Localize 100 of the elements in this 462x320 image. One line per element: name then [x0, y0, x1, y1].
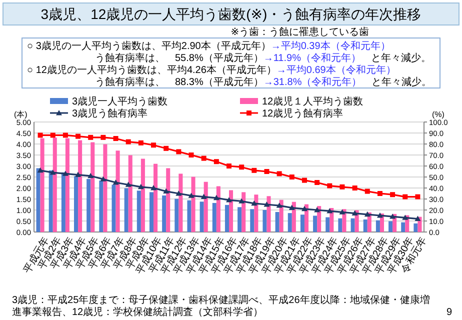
point	[390, 192, 396, 198]
bar	[224, 204, 229, 232]
bar	[61, 172, 66, 232]
bar	[140, 158, 145, 232]
bar	[266, 196, 271, 232]
text: 3歳児：平成25年度まで：母子保健課・歯科保健課調べ、平成26年度以降：地域保健・健康増進事業報告、12歳児：学校保健統計調査（文部科学省）	[12, 294, 430, 318]
bar	[162, 195, 166, 232]
point	[37, 167, 44, 173]
point	[226, 164, 232, 168]
bar	[187, 200, 192, 232]
bar	[166, 168, 170, 232]
point	[252, 168, 257, 173]
bar	[313, 216, 318, 232]
point	[301, 206, 308, 212]
point	[188, 192, 194, 198]
bar	[40, 138, 44, 232]
text: う蝕有病率は、 55.8%（平成元年）→11.9%（令和元年） と年々減少。	[95, 52, 431, 64]
bar	[238, 207, 242, 232]
bar	[216, 186, 220, 232]
point	[113, 136, 118, 141]
bar	[136, 190, 141, 232]
bar	[90, 142, 95, 232]
point	[112, 180, 119, 185]
bar	[65, 138, 70, 232]
bar	[388, 221, 393, 232]
point	[340, 184, 345, 190]
bar	[178, 174, 183, 232]
bar	[275, 212, 280, 232]
point	[289, 174, 294, 180]
point	[402, 194, 408, 200]
bar	[262, 210, 267, 232]
bar	[99, 180, 104, 232]
text: ○ 12歳児の一人平均う歯数は、平均4.26本（平成元年）→平均0.69本（令和元年）	[27, 64, 396, 76]
bar	[149, 192, 154, 232]
point	[377, 191, 382, 196]
point	[276, 171, 282, 176]
point	[88, 134, 94, 140]
bar	[52, 138, 57, 232]
point	[364, 188, 370, 194]
point	[302, 178, 307, 183]
bar	[350, 218, 355, 232]
point	[200, 194, 207, 199]
point	[226, 197, 232, 202]
point	[76, 134, 81, 139]
point	[327, 183, 332, 188]
point	[138, 184, 144, 190]
text: ○ 3歳児の一人平均う歯数は、平均2.90本（平成元年）→平均0.39本（令和元年）	[27, 40, 390, 52]
point	[213, 194, 220, 200]
bar	[74, 176, 78, 232]
point	[126, 139, 131, 144]
point	[314, 207, 320, 212]
bar	[279, 200, 284, 232]
bar	[292, 202, 296, 232]
point	[188, 152, 194, 158]
point	[288, 204, 295, 210]
point	[164, 146, 169, 151]
point	[176, 190, 182, 196]
point	[326, 208, 333, 214]
point	[176, 149, 182, 154]
point	[50, 170, 56, 175]
text: う蝕有病率は、 88.3%（平成元年）→31.8%（令和元年） と年々減少。	[95, 76, 432, 88]
point	[276, 202, 282, 208]
point	[125, 182, 132, 187]
bar	[154, 164, 158, 232]
bar	[250, 209, 254, 232]
point	[151, 142, 156, 148]
bar	[338, 218, 342, 232]
point	[390, 214, 396, 219]
point	[264, 202, 270, 207]
point	[251, 200, 258, 206]
point	[414, 216, 421, 221]
point	[238, 198, 245, 204]
y2-axis-title: (%)	[432, 110, 445, 119]
bar	[103, 144, 108, 232]
bar	[204, 182, 208, 232]
bar	[174, 198, 179, 232]
point	[239, 164, 244, 170]
legend-label: 3歳児一人平均う歯数	[72, 96, 168, 108]
bar	[254, 194, 258, 232]
point	[201, 156, 206, 161]
bar	[36, 168, 40, 232]
bar	[116, 150, 120, 232]
point	[352, 186, 358, 190]
point	[138, 140, 144, 146]
bar	[124, 188, 128, 232]
bar	[414, 223, 418, 232]
text: 9	[446, 307, 452, 318]
chart-subtitle: ※う歯：う蝕に罹患している歯	[230, 26, 370, 38]
point	[402, 214, 408, 220]
bar	[48, 170, 53, 232]
y-axis-title: (本)	[14, 110, 28, 119]
point	[150, 185, 157, 190]
bar	[128, 155, 132, 232]
chart-title: 3歳児、12歳児の一人平均う歯数(※)・う蝕有病率の年次推移	[40, 6, 422, 22]
bar	[376, 220, 380, 232]
bar	[86, 178, 91, 232]
point	[38, 132, 43, 138]
point	[100, 176, 106, 182]
point	[415, 194, 420, 200]
point	[339, 209, 346, 214]
